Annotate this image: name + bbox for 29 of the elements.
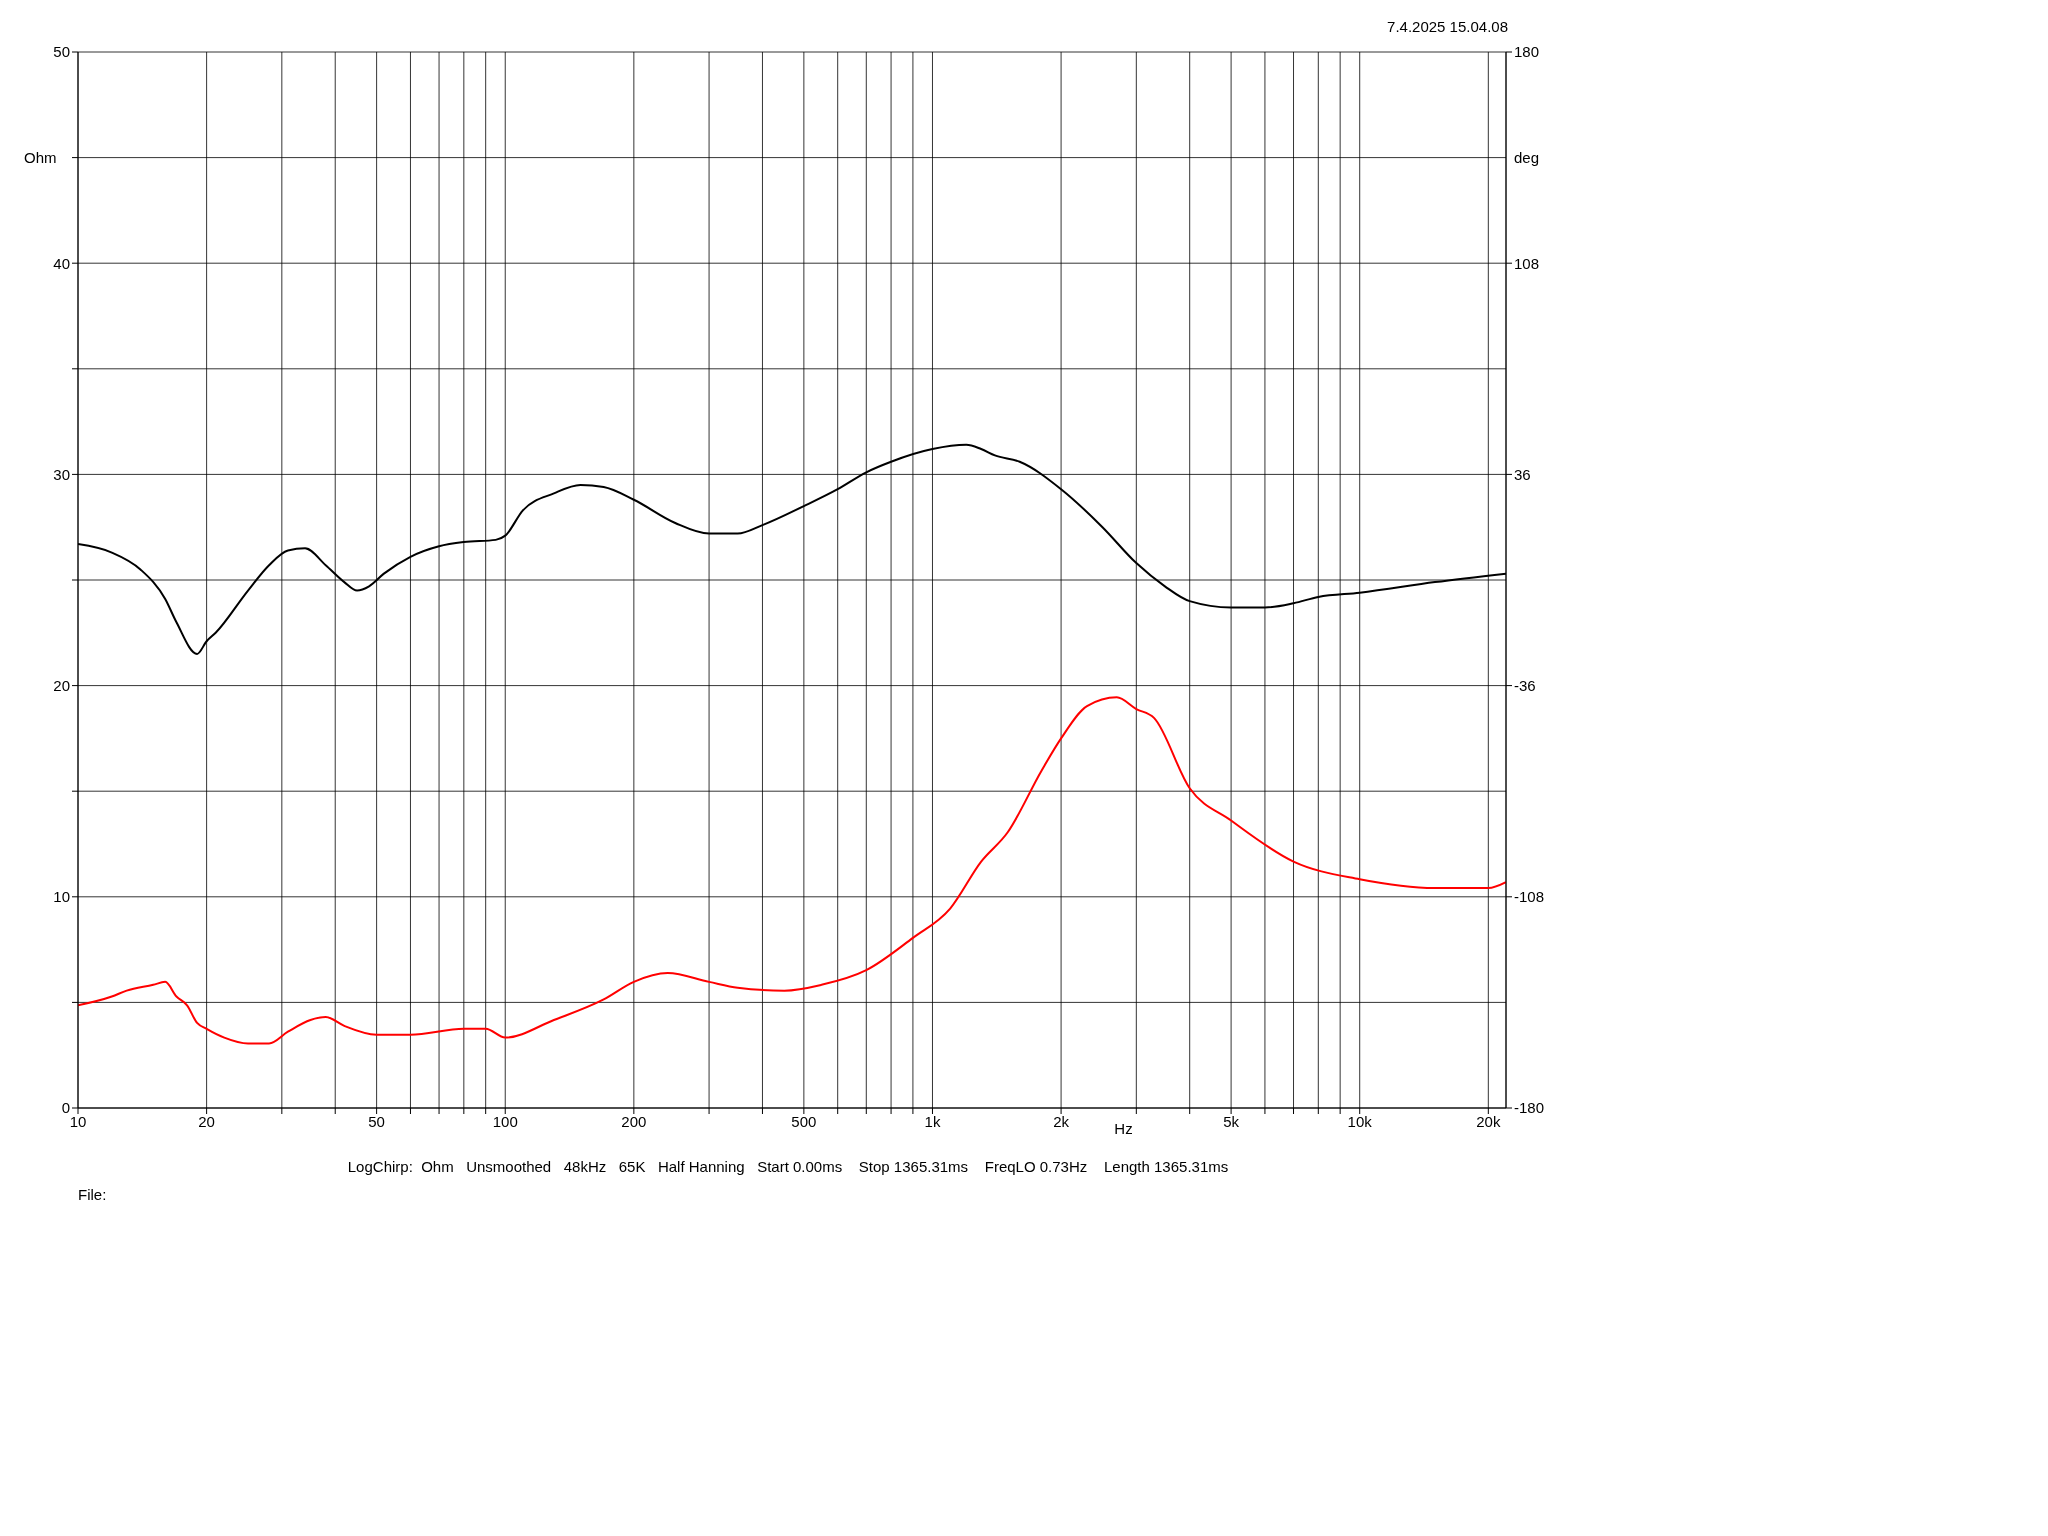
- text: LogChirp: Ohm Unsmoothed 48kHz 65K Half Hanning Start 0.00ms Stop 1365.31ms FreqLO 0.73Hz Length 1365.31ms: [346, 1158, 1230, 1175]
- x-tick-label: 100: [492, 1112, 518, 1130]
- y-axis-title: Ohm: [24, 148, 57, 166]
- x-tick-label: 10: [69, 1112, 87, 1130]
- x-tick-label: 50: [368, 1112, 385, 1130]
- y-tick-label: 30: [53, 465, 70, 483]
- y2-axis-title: deg: [1514, 148, 1540, 166]
- y-tick-label: 40: [53, 254, 70, 272]
- y2-tick-label: -36: [1514, 676, 1536, 694]
- x-tick-label: 20k: [1476, 1112, 1501, 1130]
- x-axis-title: Hz: [1114, 1120, 1133, 1137]
- text: File:: [78, 1186, 107, 1203]
- y2-tick-label: 36: [1514, 465, 1531, 483]
- y-tick-label: 0: [61, 1099, 70, 1117]
- y2-tick-label: 108: [1514, 254, 1540, 272]
- y2-tick-label: 180: [1514, 43, 1540, 61]
- x-tick-label: 2k: [1053, 1112, 1070, 1130]
- y2-tick-label: -108: [1514, 888, 1545, 906]
- text: 7.4.2025 15.04.08: [1387, 18, 1508, 35]
- y-tick-label: 10: [53, 888, 70, 906]
- x-tick-label: 200: [621, 1112, 647, 1130]
- x-tick-label: 10k: [1347, 1112, 1373, 1130]
- x-tick-label: 20: [198, 1112, 215, 1130]
- x-tick-label: 5k: [1223, 1112, 1240, 1130]
- y-tick-label: 50: [53, 43, 70, 61]
- x-tick-label: 500: [791, 1112, 817, 1130]
- y-tick-label: 20: [53, 676, 70, 694]
- y2-tick-label: -180: [1514, 1099, 1545, 1117]
- x-tick-label: 1k: [924, 1112, 941, 1130]
